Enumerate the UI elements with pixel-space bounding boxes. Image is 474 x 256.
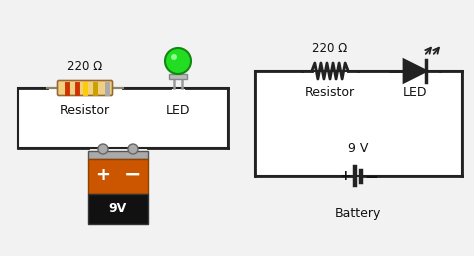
Circle shape [98, 144, 108, 154]
Text: +: + [95, 166, 110, 184]
Text: +: + [339, 169, 351, 183]
Text: 9 V: 9 V [348, 142, 368, 155]
Bar [18, 88, 228, 148]
Text: −: − [124, 165, 142, 185]
Text: Battery: Battery [335, 207, 381, 219]
Text: 9V: 9V [109, 202, 127, 216]
Text: Battery: Battery [95, 207, 141, 219]
Text: −: − [364, 167, 378, 185]
Bar [88, 151, 148, 159]
FancyBboxPatch shape [57, 80, 112, 95]
Text: LED: LED [403, 87, 427, 100]
Bar [88, 194, 148, 224]
Bar [88, 159, 148, 194]
Circle shape [171, 54, 177, 60]
Text: Resistor: Resistor [305, 87, 355, 100]
Text: LED: LED [166, 104, 190, 118]
Circle shape [128, 144, 138, 154]
Circle shape [165, 48, 191, 74]
Text: Resistor: Resistor [60, 103, 110, 116]
Bar [255, 71, 462, 176]
Bar [169, 74, 187, 79]
Polygon shape [404, 60, 426, 82]
Text: 220 Ω: 220 Ω [67, 59, 103, 72]
Text: 220 Ω: 220 Ω [312, 42, 347, 56]
